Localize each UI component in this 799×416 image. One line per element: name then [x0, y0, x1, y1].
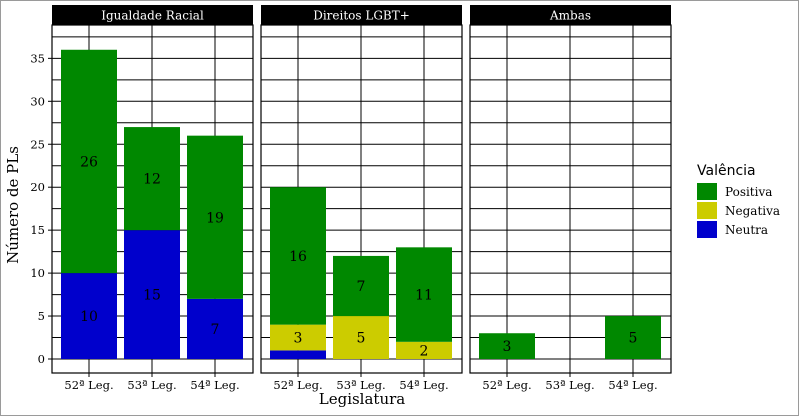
y-tick-label: 35: [30, 51, 45, 65]
bar-value-label: 3: [294, 331, 303, 347]
legend-title: Valência: [697, 163, 756, 179]
facet-strip: [261, 5, 462, 25]
bar-positiva: [396, 247, 452, 342]
facet-panel: 10 26 15 12 7 19 Igualdade Racial 52ª Leg. 53ª L…: [51, 5, 254, 392]
y-tick-label: 15: [30, 223, 45, 237]
x-tick-label: 52ª Leg.: [273, 378, 322, 392]
legend-swatch-negativa: [697, 202, 717, 219]
bar-value-label: 5: [357, 331, 366, 347]
bar-value-label: 19: [206, 210, 224, 226]
x-tick-label: 54ª Leg.: [608, 378, 657, 392]
bar-negativa: [270, 324, 326, 351]
bar-negativa: [333, 316, 389, 359]
y-tick-label: 5: [38, 309, 45, 323]
y-axis-title: Número de PLs: [4, 146, 22, 264]
x-tick-label: 53ª Leg.: [545, 378, 594, 392]
x-tick-label: 53ª Leg.: [336, 378, 385, 392]
x-tick-label: 53ª Leg.: [127, 378, 176, 392]
y-tick-label: 30: [30, 94, 45, 108]
bar-value-label: 16: [289, 249, 307, 265]
x-tick-label: 52ª Leg.: [482, 378, 531, 392]
y-tick-label: 25: [30, 137, 45, 151]
x-tick-label: 54ª Leg.: [190, 378, 239, 392]
bar-neutra: [124, 230, 180, 359]
bar-value-label: 7: [211, 322, 220, 338]
legend-label: Positiva: [725, 185, 772, 199]
bar-positiva: [187, 135, 243, 299]
bar-positiva: [479, 333, 535, 359]
y-tick-label: 20: [30, 180, 45, 194]
facet-panel: 3 5 Ambas 52ª Leg. 53ª Leg. 54ª Leg.: [469, 5, 672, 392]
y-tick-label: 10: [30, 266, 45, 280]
x-axis-title: Legislatura: [319, 390, 406, 408]
bar-value-label: 3: [503, 339, 512, 355]
bar-value-label: 12: [143, 172, 161, 188]
bar-positiva: [333, 255, 389, 317]
legend: Valência Positiva Negativa Neutra: [697, 163, 780, 238]
bar-value-label: 5: [629, 331, 638, 347]
y-tick-label: 0: [38, 352, 45, 366]
facet-strip-label: Igualdade Racial: [101, 9, 204, 23]
bar-value-label: 11: [415, 288, 433, 304]
bar-value-label: 10: [80, 309, 98, 325]
bar-neutra: [270, 350, 326, 359]
x-tick-label: 52ª Leg.: [64, 378, 113, 392]
y-axis: 0 5 10 15 20 25 30 35: [30, 51, 52, 366]
bar-value-label: 2: [420, 343, 429, 359]
facet-strip: [52, 5, 253, 25]
facet-strip-label: Direitos LGBT+: [313, 9, 410, 23]
bar-neutra: [61, 273, 117, 359]
bar-value-label: 7: [357, 279, 366, 295]
bar-positiva: [61, 49, 117, 274]
bar-negativa: [396, 341, 452, 359]
x-tick-label: 54ª Leg.: [399, 378, 448, 392]
legend-swatch-positiva: [697, 183, 717, 200]
legend-label: Neutra: [725, 223, 768, 237]
bar-neutra: [187, 298, 243, 359]
panels: 10 26 15 12 7 19 Igualdade Racial 52ª Leg. 53ª L…: [30, 5, 672, 392]
facet-strip-label: Ambas: [549, 9, 591, 23]
bar-value-label: 15: [143, 288, 161, 304]
bar-positiva: [124, 127, 180, 231]
legend-swatch-neutra: [697, 221, 717, 238]
facet-strip: [470, 5, 671, 25]
facet-panel: 3 16 5 7 2 11 Direitos LGBT+ 52ª Leg. 53ª Leg. 54…: [260, 5, 463, 392]
bar-positiva: [605, 316, 661, 359]
bar-value-label: 26: [80, 154, 98, 170]
legend-label: Negativa: [725, 204, 780, 218]
bar-positiva: [270, 187, 326, 325]
